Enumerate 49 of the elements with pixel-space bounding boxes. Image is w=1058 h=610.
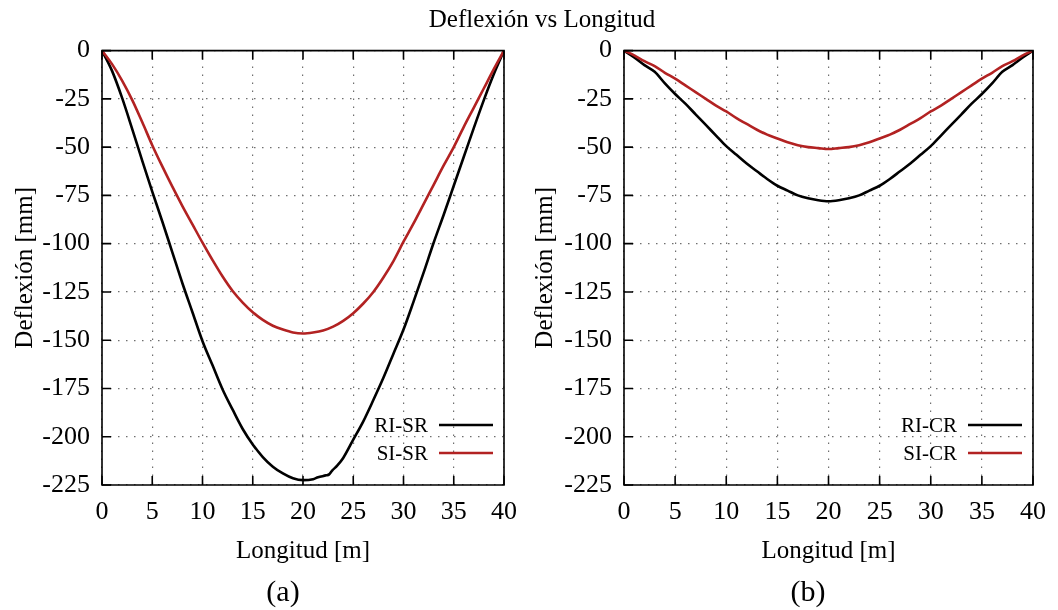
y-tick-label: 0 [599,34,612,64]
legend-label: RI-CR [900,412,957,437]
x-tick-label: 5 [668,496,682,526]
y-tick-label: -175 [564,372,612,402]
legend-label: RI-SR [374,412,428,437]
x-tick-label: 40 [491,496,517,526]
y-tick-label: -50 [55,130,90,160]
x-axis-title: Longitud [m] [235,535,371,563]
x-tick-label: 30 [917,496,944,526]
x-tick-label: 15 [239,496,266,526]
y-tick-label: -200 [564,420,612,450]
y-tick-label: -75 [577,179,612,209]
x-tick-label: 5 [145,496,159,526]
y-tick-label: -225 [564,468,612,498]
y-tick-label: -175 [42,372,90,402]
text: (a) [265,574,301,608]
x-tick-label: 0 [95,496,109,526]
y-tick-label: -100 [564,227,612,257]
y-tick-label: -200 [42,420,90,450]
y-axis-title: Deflexión [mm] [9,186,37,349]
y-tick-label: -75 [55,179,90,209]
x-axis-title: Longitud [m] [761,535,896,563]
x-tick-label: 25 [340,496,367,526]
y-tick-label: -125 [42,275,90,305]
legend-label: SI-SR [376,440,428,465]
legend-label: SI-CR [903,440,957,465]
x-tick-label: 35 [968,496,995,526]
y-tick-label: -100 [42,227,90,257]
y-tick-label: -150 [564,324,612,354]
chart-title: Deflexión vs Longitud [427,5,657,33]
x-tick-label: 25 [866,496,893,526]
y-axis-title: Deflexión [mm] [529,186,557,349]
y-tick-label: -25 [577,82,612,112]
y-tick-label: -50 [577,130,612,160]
y-tick-label: -125 [564,275,612,305]
text: (b) [789,574,827,608]
x-tick-label: 40 [1020,496,1046,526]
y-tick-label: -25 [55,82,90,112]
x-tick-label: 10 [189,496,216,526]
y-tick-label: -225 [42,468,90,498]
y-tick-label: -150 [42,324,90,354]
x-tick-label: 35 [440,496,467,526]
x-tick-label: 10 [713,496,740,526]
x-tick-label: 20 [290,496,316,526]
x-tick-label: 15 [764,496,791,526]
x-tick-label: 20 [815,496,842,526]
y-tick-label: 0 [77,34,90,64]
x-tick-label: 0 [617,496,631,526]
x-tick-label: 30 [390,496,417,526]
